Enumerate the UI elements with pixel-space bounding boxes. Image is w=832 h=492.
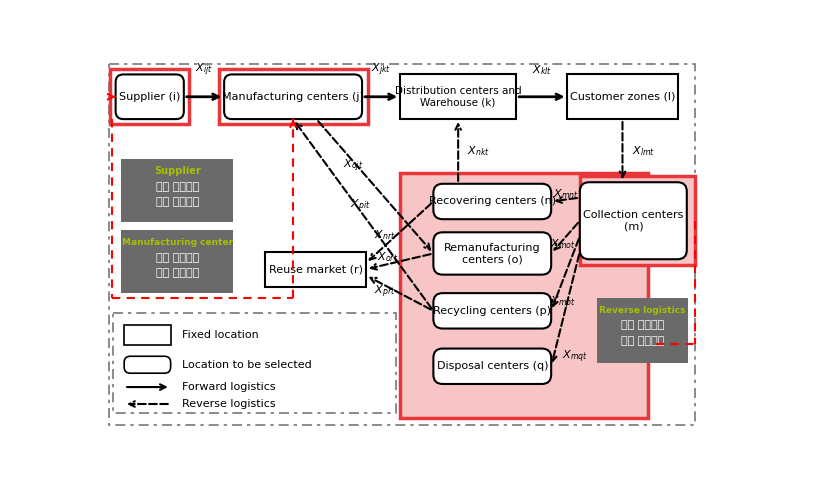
Text: 여부 의사결정: 여부 의사결정 [621,336,664,346]
Text: Supplier: Supplier [154,166,201,177]
Text: 국내 리쇼어링: 국내 리쇼어링 [156,253,199,263]
Text: Recovering centers (n): Recovering centers (n) [428,196,556,207]
Text: $X_{prt}$: $X_{prt}$ [374,283,396,300]
Text: Disposal centers (q): Disposal centers (q) [437,361,548,371]
Text: Distribution centers and
Warehouse (k): Distribution centers and Warehouse (k) [395,86,522,108]
Text: Fixed location: Fixed location [181,331,258,340]
FancyBboxPatch shape [400,74,517,119]
Text: $X_{jkt}$: $X_{jkt}$ [371,62,391,78]
Text: Manufacturing center: Manufacturing center [121,238,233,247]
Text: $X_{lmt}$: $X_{lmt}$ [631,144,655,157]
Text: Reverse logistics: Reverse logistics [599,306,686,314]
FancyBboxPatch shape [124,326,171,345]
FancyBboxPatch shape [113,313,396,413]
Text: Forward logistics: Forward logistics [181,382,275,392]
Text: $X_{ojt}$: $X_{ojt}$ [343,158,363,174]
Text: $X_{nkt}$: $X_{nkt}$ [468,145,490,158]
Text: 국내 아웃소싱: 국내 아웃소싱 [156,182,199,192]
Text: 여부 의사결정: 여부 의사결정 [156,197,199,207]
FancyBboxPatch shape [580,182,686,259]
Text: Customer zones (l): Customer zones (l) [570,92,675,102]
Text: Manufacturing centers (j): Manufacturing centers (j) [222,92,364,102]
Text: $X_{ort}$: $X_{ort}$ [377,250,399,264]
FancyBboxPatch shape [265,251,366,287]
Text: $X_{ijt}$: $X_{ijt}$ [196,62,213,78]
Text: Supplier (i): Supplier (i) [119,92,181,102]
Text: Recycling centers (p): Recycling centers (p) [433,306,552,316]
Text: Reverse logistics: Reverse logistics [181,399,275,409]
FancyBboxPatch shape [433,293,551,329]
Text: 여부 의사결정: 여부 의사결정 [156,268,199,278]
FancyBboxPatch shape [433,348,551,384]
FancyBboxPatch shape [219,69,368,124]
FancyBboxPatch shape [224,74,362,119]
FancyBboxPatch shape [567,74,677,119]
Text: Collection centers
(m): Collection centers (m) [583,210,684,232]
Text: $X_{mnt}$: $X_{mnt}$ [552,187,578,201]
Text: Location to be selected: Location to be selected [181,360,311,369]
FancyBboxPatch shape [110,69,189,124]
Text: 국내 아웃소싱: 국내 아웃소싱 [621,320,664,331]
FancyBboxPatch shape [433,184,551,219]
FancyBboxPatch shape [121,159,234,222]
FancyBboxPatch shape [116,74,184,119]
FancyBboxPatch shape [400,173,648,418]
FancyBboxPatch shape [597,298,688,363]
FancyBboxPatch shape [433,232,551,275]
FancyBboxPatch shape [124,356,171,373]
Text: $X_{klt}$: $X_{klt}$ [532,63,552,77]
FancyBboxPatch shape [580,176,695,265]
Text: Remanufacturing
centers (o): Remanufacturing centers (o) [444,243,541,264]
Text: $X_{mot}$: $X_{mot}$ [550,237,576,251]
FancyBboxPatch shape [121,230,234,293]
Text: $X_{mqt}$: $X_{mqt}$ [562,349,587,365]
Text: Reuse market (r): Reuse market (r) [269,264,363,274]
Text: $X_{mpt}$: $X_{mpt}$ [550,295,576,311]
Text: $X_{pit}$: $X_{pit}$ [349,197,370,214]
Text: $X_{nrt}$: $X_{nrt}$ [374,228,396,242]
